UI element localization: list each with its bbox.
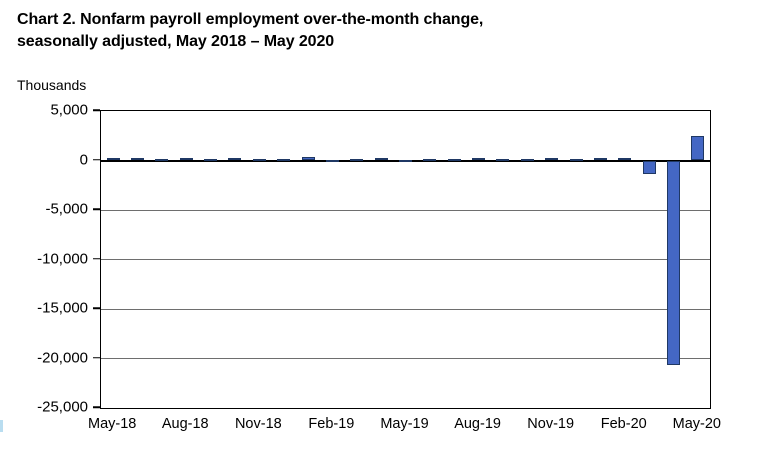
bar [399,159,412,162]
bar [277,158,291,161]
bar [691,135,705,161]
chart-title-line1: Chart 2. Nonfarm payroll employment over… [17,11,484,28]
bar [618,158,632,161]
y-tick-mark [93,307,100,309]
gridline [101,358,710,359]
y-tick-label: -10,000 [37,250,88,267]
bar [666,160,680,366]
bar [228,157,242,161]
x-tick-label: Nov-19 [527,416,575,432]
bar [642,160,656,175]
chart-title-line2: seasonally adjusted, May 2018 – May 2020 [17,33,335,50]
bar [325,159,339,162]
bar [155,158,169,161]
bar [106,157,120,161]
y-tick-label: -15,000 [37,299,88,317]
y-tick-label: -25,000 [37,398,88,416]
x-tick-label: Aug-18 [161,416,209,432]
bar [472,158,486,161]
screen-artifact [0,420,3,432]
x-tick-label: Aug-19 [454,416,501,432]
y-tick-label: 0 [79,151,88,168]
bar [496,158,510,161]
y-tick-mark [93,208,100,210]
bar [520,158,534,161]
bar [569,158,583,161]
y-tick-label: -5,000 [45,200,88,218]
bar [545,157,559,161]
plot-area [100,110,711,409]
y-tick-label: 5,000 [50,101,88,119]
x-tick-label: Feb-19 [308,416,355,432]
gridline [101,308,710,310]
x-tick-label: May-19 [380,416,429,432]
bar [301,157,315,161]
bar [374,158,388,161]
bar [252,158,266,161]
y-tick-mark [93,406,100,408]
bar [131,158,145,161]
gridline [101,209,710,211]
bar [423,158,437,161]
bar [204,159,218,162]
x-tick-label: May-18 [87,416,137,432]
bar [447,158,461,161]
y-tick-mark [93,109,100,111]
y-tick-label: -20,000 [37,349,88,366]
x-tick-label: Nov-18 [234,416,282,432]
bar [593,158,607,161]
y-tick-mark [93,356,100,359]
y-tick-mark [93,158,100,161]
bar [350,159,364,162]
gridline [101,259,710,260]
x-tick-label: Feb-20 [600,416,647,432]
bar [179,157,193,161]
x-tick-label: May-20 [672,416,721,432]
y-axis-unit-label: Thousands [17,77,87,93]
chart-title: Chart 2. Nonfarm payroll employment over… [17,9,483,53]
y-tick-mark [93,257,100,260]
